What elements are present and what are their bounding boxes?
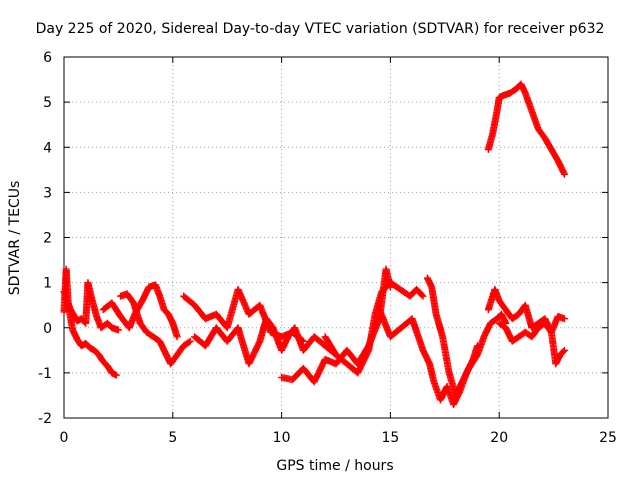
y-tick-label: 5 — [43, 95, 52, 111]
data-point — [114, 326, 122, 334]
data-point — [112, 371, 120, 379]
data-point — [560, 170, 568, 178]
series-track-h — [321, 279, 427, 377]
series-track-b — [60, 279, 122, 334]
axes — [63, 56, 609, 419]
data-point — [185, 338, 193, 346]
y-tick-label: 6 — [43, 50, 52, 66]
data-point — [173, 333, 181, 341]
series-track-d — [117, 290, 194, 368]
x-tick-label: 20 — [490, 430, 508, 446]
data-point — [419, 292, 427, 300]
y-tick-label: 2 — [43, 231, 52, 247]
data-points — [60, 80, 568, 408]
x-tick-labels: 0 5 10 15 20 25 — [60, 430, 617, 446]
series-track-m — [484, 80, 568, 178]
series-track-f — [191, 315, 340, 368]
x-tick-label: 25 — [599, 430, 617, 446]
y-axis-label: SDTVAR / TECUs — [7, 181, 23, 296]
x-tick-label: 0 — [60, 430, 69, 446]
data-point — [418, 291, 426, 299]
series-track-l — [495, 319, 568, 368]
x-axis-label: GPS time / hours — [276, 458, 393, 474]
y-tick-label: -2 — [38, 411, 52, 427]
x-tick-label: 15 — [381, 430, 399, 446]
series-track-i — [376, 306, 481, 408]
y-tick-label: 1 — [43, 276, 52, 292]
data-point — [186, 337, 194, 345]
y-tick-label: 4 — [43, 140, 52, 156]
data-point — [560, 315, 568, 323]
y-tick-label: -1 — [38, 366, 52, 382]
gridlines — [64, 57, 608, 418]
y-tick-labels: -2 -1 0 1 2 3 4 5 6 — [38, 50, 52, 427]
series-track-c — [99, 281, 181, 341]
chart-title: Day 225 of 2020, Sidereal Day-to-day VTE… — [36, 21, 605, 37]
y-tick-label: 3 — [43, 185, 52, 201]
data-point — [560, 346, 568, 354]
data-point — [559, 347, 567, 355]
x-tick-label: 5 — [168, 430, 177, 446]
x-tick-label: 10 — [273, 430, 291, 446]
y-tick-label: 0 — [43, 321, 52, 337]
